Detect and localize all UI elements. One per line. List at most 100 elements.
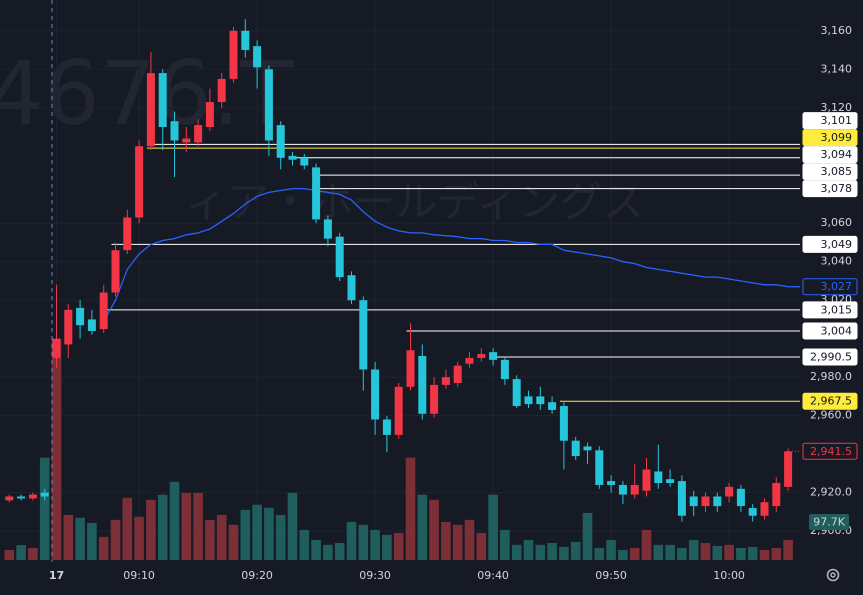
- price-label-box: [802, 146, 858, 164]
- price-label-box: [802, 348, 858, 366]
- gear-ring: [826, 568, 840, 582]
- volume-bar: [417, 494, 428, 560]
- candle-body: [359, 300, 368, 370]
- candle-body: [253, 46, 262, 68]
- price-label-box: [802, 163, 858, 181]
- volume-bar: [28, 547, 38, 560]
- volume-bar: [594, 547, 605, 560]
- candle-body: [146, 73, 155, 147]
- volume-bar: [393, 532, 404, 560]
- volume-bar: [570, 541, 581, 560]
- volume-bar: [39, 457, 50, 560]
- candle-body: [170, 121, 179, 141]
- candle-body: [194, 125, 203, 143]
- candle-body: [772, 483, 781, 507]
- price-label-box: [802, 112, 858, 130]
- candle-body: [406, 350, 415, 387]
- volume-bar: [16, 545, 26, 560]
- price-label-box: [802, 442, 858, 460]
- candle-body: [559, 406, 568, 441]
- candle-body: [571, 440, 580, 457]
- volume-bar: [240, 509, 251, 560]
- candle-body: [28, 494, 37, 499]
- volume-bar: [311, 539, 321, 560]
- candle-body: [371, 369, 380, 420]
- candle-body: [335, 236, 344, 278]
- candle-body: [713, 496, 722, 507]
- candle-body: [453, 365, 462, 383]
- x-tick-label: 10:00: [713, 569, 745, 582]
- candle-body: [52, 338, 61, 358]
- price-label: 3,085: [821, 165, 853, 178]
- price-label: 2,990.5: [810, 350, 852, 363]
- volume-bar: [618, 549, 628, 560]
- candle-body: [489, 352, 498, 360]
- candle-body: [347, 275, 356, 301]
- price-label-box: [802, 235, 858, 253]
- candle-body: [689, 496, 698, 507]
- candle-body: [312, 167, 321, 220]
- volume-bar: [193, 492, 203, 560]
- y-tick-label: 2,960.0: [810, 409, 852, 422]
- x-tick-label: 09:10: [123, 569, 155, 582]
- price-label: 3,099: [821, 131, 853, 144]
- candle-body: [477, 354, 486, 358]
- candle-body: [158, 73, 167, 128]
- candle-body: [241, 30, 250, 51]
- x-tick-label: 09:20: [241, 569, 273, 582]
- volume-bar: [346, 521, 357, 560]
- candle-body: [654, 471, 663, 484]
- y-tick-label: 3,160: [821, 24, 853, 37]
- volume-bar: [736, 547, 746, 560]
- candle-body: [784, 451, 793, 487]
- candle-body: [618, 484, 627, 495]
- volume-bar: [334, 543, 345, 560]
- volume-bar: [181, 492, 192, 560]
- price-lines: [99, 143, 800, 402]
- candle-body: [666, 479, 675, 484]
- candle-body: [701, 496, 710, 507]
- candle-body: [182, 138, 191, 143]
- volume-bar: [688, 539, 699, 560]
- candle-body: [500, 359, 509, 380]
- price-label-box: [802, 180, 858, 198]
- candle-body: [548, 402, 557, 410]
- volume-bar: [488, 494, 498, 560]
- volume-label-box: [809, 513, 849, 530]
- candle-body: [418, 356, 427, 414]
- candle-body: [99, 292, 108, 330]
- volume-bar: [759, 549, 770, 560]
- candle-body: [111, 250, 120, 293]
- candle-body: [512, 379, 521, 407]
- volume-bar: [169, 481, 180, 560]
- volume-bar: [771, 547, 782, 560]
- volume-label: 97.7K: [813, 515, 845, 528]
- volume-bar: [677, 547, 687, 560]
- candle-body: [382, 419, 391, 435]
- volume-bar: [511, 544, 522, 560]
- price-label: 3,049: [821, 238, 853, 251]
- x-tick-label: 17: [49, 569, 64, 582]
- candle-body: [40, 492, 49, 497]
- settings-icon[interactable]: [826, 568, 840, 582]
- candle-body: [760, 502, 769, 516]
- candle-body: [583, 446, 592, 451]
- price-label: 3,094: [821, 148, 853, 161]
- volume-bar: [134, 516, 144, 560]
- candle-body: [465, 357, 474, 364]
- volume-bar: [4, 549, 15, 560]
- volume-bar: [275, 514, 286, 560]
- price-label-box: [802, 301, 858, 319]
- price-label: 2,967.5: [810, 395, 852, 408]
- volume-bar: [358, 524, 369, 560]
- volume-bar: [87, 522, 97, 560]
- candle-body: [595, 450, 604, 485]
- volume-bar: [205, 519, 215, 560]
- price-label: 3,015: [821, 303, 853, 316]
- candle-body: [642, 469, 651, 491]
- volume-bar: [476, 532, 487, 560]
- volume-bar: [75, 517, 85, 560]
- x-tick-label: 09:50: [595, 569, 627, 582]
